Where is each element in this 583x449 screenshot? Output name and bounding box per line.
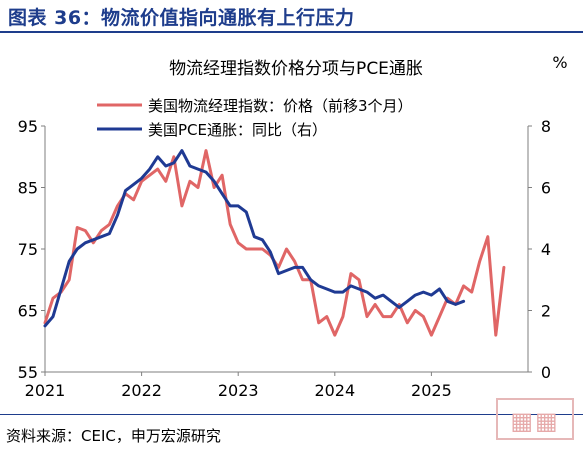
left-tick-label: 85 <box>18 179 38 198</box>
left-tick-label: 65 <box>18 302 38 321</box>
x-tick-label: 2025 <box>411 381 452 400</box>
line-chart: 物流经理指数价格分项与PCE通胀 % 美国物流经理指数：价格（前移3个月） 美国… <box>18 53 568 400</box>
figure-header: 图表 36：物流价值指向通胀有上行压力 <box>0 0 583 33</box>
series-line-pce <box>43 149 466 328</box>
legend: 美国物流经理指数：价格（前移3个月） 美国PCE通胀：同比（右） <box>97 97 413 139</box>
x-tick-label: 2021 <box>25 381 66 400</box>
right-tick-label: 8 <box>541 117 551 136</box>
right-tick-label: 4 <box>541 240 551 259</box>
right-y-axis: 8 6 4 2 0 <box>527 117 551 382</box>
series-layer <box>43 149 506 337</box>
x-tick-label: 2023 <box>218 381 259 400</box>
left-tick-label: 75 <box>18 240 38 259</box>
legend-label-price: 美国物流经理指数：价格（前移3个月） <box>148 97 413 115</box>
right-tick-label: 6 <box>541 179 551 198</box>
x-tick-label: 2024 <box>314 381 355 400</box>
legend-label-pce: 美国PCE通胀：同比（右） <box>148 121 327 139</box>
left-tick-label: 95 <box>18 117 38 136</box>
footer-rule <box>0 414 583 415</box>
figure-title: 图表 36：物流价值指向通胀有上行压力 <box>8 7 355 29</box>
chart-title: 物流经理指数价格分项与PCE通胀 <box>169 59 423 79</box>
left-tick-label: 55 <box>18 363 38 382</box>
header-rule <box>0 31 583 33</box>
series-line-logistics-price <box>43 149 506 337</box>
x-tick-label: 2022 <box>121 381 162 400</box>
x-axis: 2021 2022 2023 2024 2025 <box>25 371 528 400</box>
left-y-axis: 95 85 75 65 55 <box>18 117 46 382</box>
right-tick-label: 0 <box>541 363 551 382</box>
source-note: 资料来源：CEIC，申万宏源研究 <box>6 427 221 445</box>
right-axis-unit: % <box>552 53 567 72</box>
right-tick-label: 2 <box>541 302 551 321</box>
watermark-stamp: ▦▦ <box>496 398 574 440</box>
